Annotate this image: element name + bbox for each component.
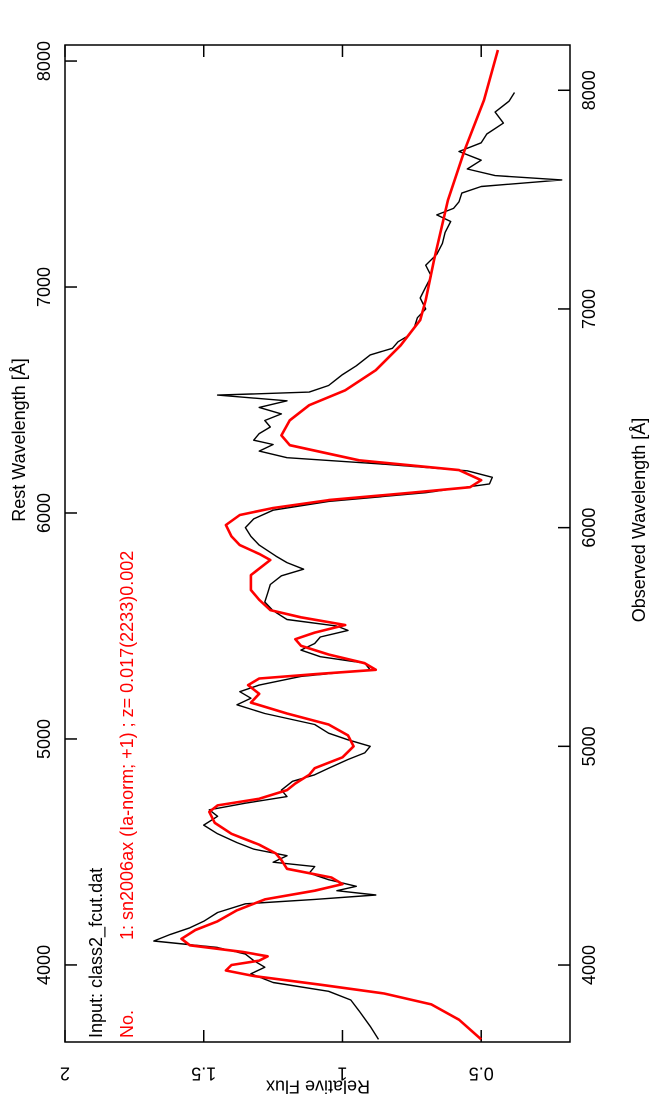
annotation: 1: sn2006ax (Ia-norm; +1) ; z= 0.017(223… — [117, 551, 137, 940]
rotated-plot: Observed Wavelength [Å] Rest Wavelength … — [9, 41, 649, 1096]
x2-axis-title: Rest Wavelength [Å] — [9, 358, 29, 521]
y-axis-title: Relative Flux — [266, 1076, 370, 1096]
plot-frame — [64, 44, 571, 1043]
series-line — [153, 92, 563, 1040]
x2-tick-label: 8000 — [34, 41, 54, 81]
x-tick-label: 7000 — [579, 289, 599, 329]
y-tick-label: 2 — [60, 1063, 70, 1083]
annotation: Input: class2_fcut.dat — [86, 868, 107, 1038]
y-tick-label: 1 — [337, 1063, 347, 1083]
x2-tick-label: 7000 — [34, 267, 54, 307]
x-tick-label: 5000 — [579, 726, 599, 766]
x-tick-label: 6000 — [579, 508, 599, 548]
y-tick-label: 0.5 — [469, 1063, 494, 1083]
x2-tick-label: 4000 — [34, 945, 54, 985]
y-tick-label: 1.5 — [191, 1063, 216, 1083]
x2-tick-label: 5000 — [34, 719, 54, 759]
x2-tick-label: 6000 — [34, 493, 54, 533]
x-tick-label: 8000 — [579, 70, 599, 110]
series-line — [180, 49, 500, 1041]
annotation: No. — [117, 1010, 137, 1038]
x-tick-label: 4000 — [579, 945, 599, 985]
x-axis-title: Observed Wavelength [Å] — [629, 418, 649, 622]
